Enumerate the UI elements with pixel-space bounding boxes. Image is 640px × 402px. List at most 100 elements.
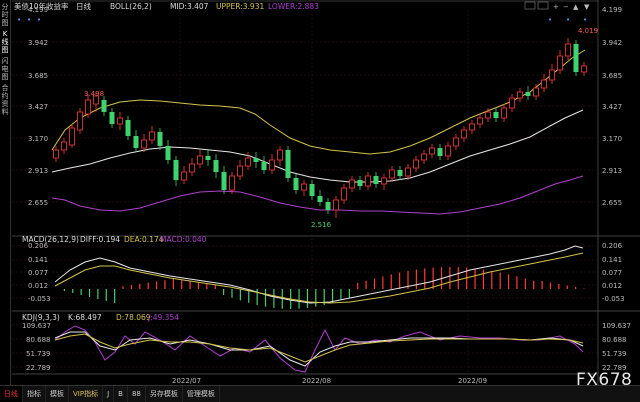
tab-vip-indicator[interactable]: VIP指标 xyxy=(69,386,104,402)
price-tick: 3.942 xyxy=(602,39,622,47)
annotation-mid-high: 3.498 xyxy=(84,90,104,98)
tab-contract-info[interactable]: 合约资料 xyxy=(1,84,9,116)
candle-body xyxy=(477,117,483,125)
tab-timeshare[interactable]: 分时图 xyxy=(1,3,9,27)
candle-body xyxy=(517,91,523,99)
candle-body xyxy=(349,179,355,189)
boll-upper: UPPER:3.931 xyxy=(216,2,264,11)
candle-body xyxy=(405,167,411,177)
tab-indicator[interactable]: 指标 xyxy=(23,386,46,402)
candle-body xyxy=(493,112,499,118)
price-tick: 2.913 xyxy=(28,167,48,175)
price-tick: 2.655 xyxy=(28,199,48,207)
candle-body xyxy=(61,141,67,151)
svg-text:80.688: 80.688 xyxy=(602,336,627,344)
candle-body xyxy=(581,65,587,73)
price-tick: 3.170 xyxy=(602,135,622,143)
candle-body xyxy=(469,123,475,131)
macd-diff: DIFF:0.194 xyxy=(80,235,120,244)
kdj-label: KDJ(9,3,3) xyxy=(22,313,60,322)
candle-body xyxy=(565,43,571,57)
candle-body xyxy=(381,177,387,185)
toolbar-icons[interactable]: + − ▲ ▼ xyxy=(524,1,590,11)
candle-body xyxy=(325,202,331,210)
price-tick: 3.427 xyxy=(28,103,48,111)
svg-text:•: • xyxy=(566,16,570,24)
boll-mid-line xyxy=(51,109,584,183)
price-annotations: 3.498 2.516 4.019 xyxy=(84,27,598,229)
kdj-k-line xyxy=(54,331,584,367)
svg-text:51.739: 51.739 xyxy=(602,350,627,358)
price-tick: 4.199 xyxy=(602,6,622,14)
candle-body xyxy=(445,145,451,157)
down-icon[interactable]: ▼ xyxy=(584,3,590,11)
svg-text:•: • xyxy=(37,16,41,24)
left-tab-strip: 分时图 K线图 闪电图 合约资料 xyxy=(0,0,11,385)
candle-body xyxy=(221,172,227,190)
tab-save-template[interactable]: 另存模板 xyxy=(146,386,183,402)
svg-text:•: • xyxy=(17,16,21,24)
svg-text:0.077: 0.077 xyxy=(28,269,48,277)
candle-body xyxy=(189,163,195,173)
watermark-logo: FX678 xyxy=(576,370,633,390)
price-axis: 4.199 4.199 3.942 3.942 3.685 3.685 3.42… xyxy=(28,6,622,207)
candle-body xyxy=(229,175,235,191)
grid-icon[interactable] xyxy=(537,1,549,10)
macd-dea-line xyxy=(54,252,584,304)
price-tick: 3.685 xyxy=(28,72,48,80)
candle-body xyxy=(317,196,323,202)
event-markers: • • • • • • xyxy=(17,16,587,24)
price-tick: 3.170 xyxy=(28,135,48,143)
svg-text:•: • xyxy=(27,16,31,24)
svg-text:0.012: 0.012 xyxy=(602,282,622,290)
up-icon[interactable]: ▲ xyxy=(573,3,579,11)
svg-text:0.141: 0.141 xyxy=(28,256,48,264)
candle-body xyxy=(429,147,435,155)
candle-body xyxy=(213,160,219,172)
tab-daily[interactable]: 日线 xyxy=(0,386,23,402)
candle-body xyxy=(69,127,75,146)
candle-body xyxy=(237,165,243,177)
svg-text:0.206: 0.206 xyxy=(602,242,623,250)
svg-text:2022/07: 2022/07 xyxy=(172,377,201,385)
tab-88[interactable]: 88 xyxy=(128,386,146,402)
tab-j[interactable]: J xyxy=(103,386,115,402)
tab-manage-template[interactable]: 管理模板 xyxy=(183,386,220,402)
tab-kline[interactable]: K线图 xyxy=(1,30,9,54)
price-tick: 3.685 xyxy=(602,72,622,80)
candle-body xyxy=(309,184,315,196)
gear-icon[interactable] xyxy=(524,1,536,10)
candle-body xyxy=(157,132,163,146)
svg-text:•: • xyxy=(583,16,587,24)
candle-body xyxy=(141,139,147,149)
candle-body xyxy=(109,112,115,124)
svg-text:0.012: 0.012 xyxy=(28,282,48,290)
candle-body xyxy=(357,180,363,186)
tab-template[interactable]: 模板 xyxy=(46,386,69,402)
macd-diff-line xyxy=(54,245,584,304)
kdj-header: KDJ(9,3,3) K:68.497 D:78.069 J:49.354 xyxy=(22,313,179,322)
kdj-j-line xyxy=(54,325,584,373)
svg-text:22.789: 22.789 xyxy=(26,364,51,372)
chart-canvas[interactable]: 美债10年收益率 日线 BOLL(26,2) MID:3.407 UPPER:3… xyxy=(0,0,640,385)
main-header: 美债10年收益率 日线 BOLL(26,2) MID:3.407 UPPER:3… xyxy=(14,1,319,11)
candle-body xyxy=(541,79,547,89)
candle-body xyxy=(85,99,91,115)
symbol-title: 美债10年收益率 xyxy=(14,1,69,11)
price-tick: 3.427 xyxy=(602,103,622,111)
candle-body xyxy=(93,95,99,105)
svg-text:51.739: 51.739 xyxy=(26,350,51,358)
boll-mid: MID:3.407 xyxy=(170,2,209,11)
plus-icon[interactable]: + xyxy=(553,3,559,11)
boll-lower: LOWER:2.883 xyxy=(268,2,319,11)
candle-body xyxy=(461,129,467,139)
candle-body xyxy=(389,169,395,179)
tab-b[interactable]: B xyxy=(114,386,128,402)
tab-flash-chart[interactable]: 闪电图 xyxy=(1,57,9,81)
period-label: 日线 xyxy=(76,1,91,11)
price-tick: 2.913 xyxy=(602,167,622,175)
svg-text:•: • xyxy=(548,16,552,24)
svg-text:80.688: 80.688 xyxy=(26,336,51,344)
candle-body xyxy=(509,97,515,109)
minus-icon[interactable]: − xyxy=(563,3,569,11)
